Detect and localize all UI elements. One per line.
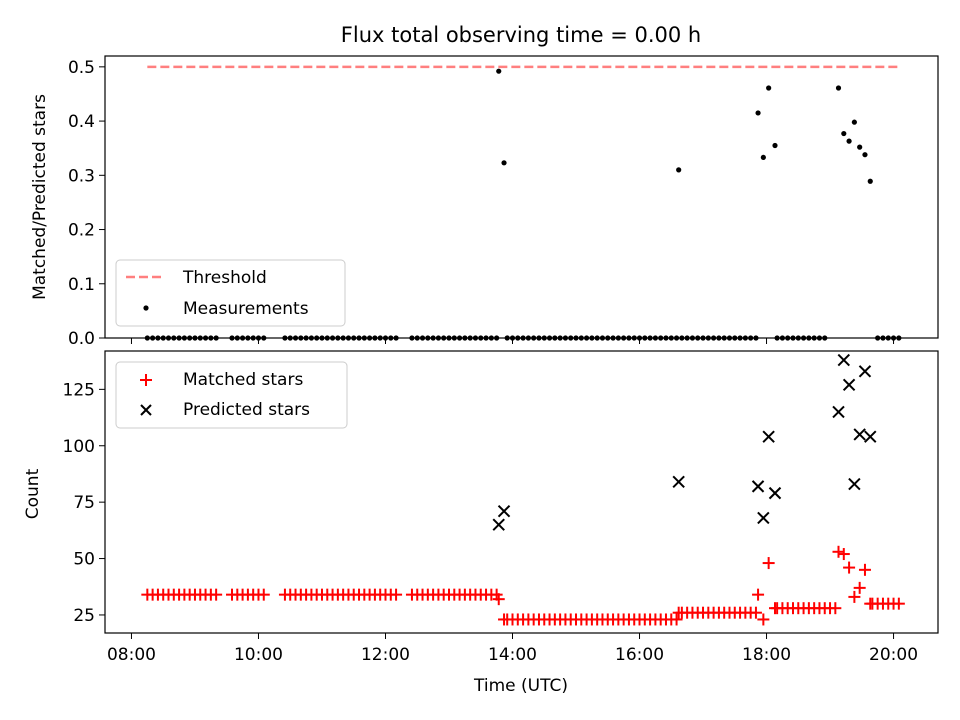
matched-star-point [492,593,505,606]
matched-star-point [843,561,856,574]
x-tick-label: 20:00 [869,645,918,665]
top-y-tick-label: 0.3 [68,166,95,186]
top-y-tick-label: 0.1 [68,275,95,295]
bottom-plot-area: 25 50 75 100 125 08:00 10:00 12:00 14:00 16:00 18:… [63,350,939,665]
x-axis-label: Time (UTC) [473,676,568,696]
top-y-tick-label: 0.4 [68,112,95,132]
predicted-star-point [497,504,511,518]
legend-predicted-label: Predicted stars [183,400,310,420]
measurement-point [867,178,873,184]
measurement-point [841,130,847,137]
predicted-star-point [842,378,856,392]
matched-star-point [670,613,683,626]
legend-measurements-label: Measurements [183,299,309,319]
predicted-star-point [492,518,505,531]
matched-star-point [390,588,403,601]
measurement-point [676,167,682,173]
chart-title: Flux total observing time = 0.00 h [341,23,701,47]
matched-star-point [864,597,877,610]
matched-star-point [837,548,850,561]
x-tick-label: 12:00 [361,645,410,665]
measurement-point [772,142,778,149]
measurement-point [496,68,502,74]
x-tick-label: 18:00 [742,645,791,665]
measurement-point [862,152,868,158]
predicted-legend-marker [140,404,152,416]
matched-star-point [752,588,765,601]
predicted-star-point [757,511,770,525]
matched-star-point [210,588,223,601]
matched-star-point [257,588,270,601]
legend-matched-label: Matched stars [183,370,303,390]
predicted-star-point [762,430,775,443]
measurement-point [760,154,766,161]
top-y-tick-label: 0.2 [68,221,95,241]
predicted-star-point [858,365,872,378]
top-y-tick-label: 0.0 [68,329,95,349]
top-y-tick-label: 0.5 [68,58,95,78]
legend-threshold-label: Threshold [182,268,267,288]
bottom-y-tick-label: 100 [63,437,95,457]
x-tick-label: 16:00 [615,645,664,665]
x-tick-label: 14:00 [488,645,537,665]
bottom-legend: Matched stars Predicted stars [115,361,348,429]
matched-star-point [757,613,770,626]
matched-star-point [829,602,842,615]
matched-star-point [762,557,775,570]
matched-legend-marker [140,374,152,386]
predicted-star-point [751,480,765,493]
bottom-y-tick-label: 75 [73,493,95,513]
matched-star-point [892,597,905,610]
predicted-star-point [672,475,685,489]
predicted-star-point [832,405,845,419]
matched-star-point [749,606,762,619]
bottom-y-tick-label: 125 [63,380,95,400]
x-tick-label: 08:00 [107,645,156,665]
predicted-star-point [837,353,851,367]
predicted-star-point [768,486,782,500]
predicted-star-point [864,430,877,443]
matched-star-point [853,581,866,594]
bottom-y-tick-label: 25 [73,606,95,626]
x-tick-label: 10:00 [234,645,283,665]
matched-star-point [848,590,861,603]
measurement-point [851,119,857,125]
matched-star-point [498,613,511,626]
top-legend-box [115,259,346,327]
measurement-legend-marker [143,305,149,311]
bottom-legend-box [115,361,348,429]
measurement-point [835,85,842,91]
measurement-point [501,160,507,166]
top-y-axis-label: Matched/Predicted stars [30,94,50,300]
top-legend: Threshold Measurements [115,259,346,327]
matched-star-point [858,563,871,576]
measurement-point [755,110,761,116]
predicted-star-point [853,428,866,441]
bottom-plot-frame [104,350,939,634]
matched-star-point [832,545,845,558]
matched-star-point [768,602,781,615]
bottom-y-tick-label: 50 [73,550,95,570]
bottom-y-axis-label: Count [23,468,43,519]
matched-star-point [672,606,685,619]
predicted-star-point [848,477,861,491]
measurement-point [766,85,772,91]
measurement-point [846,138,852,144]
top-plot-frame [104,55,939,339]
measurement-point [857,144,863,150]
